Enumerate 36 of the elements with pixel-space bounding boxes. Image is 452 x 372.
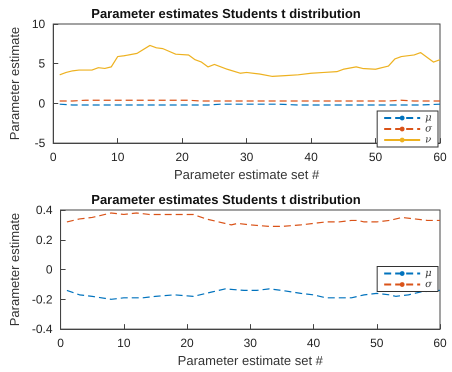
x-tick-label: 40 [306, 336, 321, 350]
y-tick-label: -0.2 [32, 292, 53, 306]
y-tick-label: 5 [38, 56, 46, 71]
chart-title: Parameter estimates Students t distribution [91, 6, 361, 21]
x-tick-label: 10 [111, 150, 125, 164]
x-tick-label: 60 [433, 150, 447, 164]
x-tick-label: 0 [57, 336, 64, 350]
x-tick-label: 20 [180, 336, 194, 350]
x-tick-label: 50 [368, 150, 383, 164]
x-tick-label: 10 [117, 336, 131, 350]
y-tick-label: 0.2 [36, 232, 53, 247]
x-tick-label: 50 [370, 336, 384, 350]
legend-label: ν [425, 134, 432, 146]
line-series [66, 212, 441, 227]
x-tick-label: 30 [240, 150, 254, 164]
y-tick-label: 0 [38, 96, 46, 110]
y-tick-label: 0.4 [36, 203, 53, 217]
legend-label: μ [425, 268, 432, 279]
y-axis-title: Parameter estimate [7, 212, 22, 326]
y-tick-label: 0 [46, 262, 53, 277]
legend-label: μ [425, 112, 432, 124]
x-tick-label: 40 [304, 150, 318, 164]
legend-label: σ [425, 279, 434, 290]
line-series [66, 288, 441, 300]
y-axis-title: Parameter estimate [7, 26, 22, 140]
y-tick-label: 10 [32, 17, 46, 31]
line-series [59, 44, 441, 78]
x-axis-title: Parameter estimate set # [178, 353, 324, 368]
y-tick-label: -0.4 [32, 322, 53, 336]
x-tick-label: 30 [244, 336, 258, 350]
chart-title: Parameter estimates Students t distribution [91, 192, 361, 207]
x-tick-label: 60 [433, 336, 447, 350]
x-tick-label: 20 [175, 150, 190, 164]
legend-label: σ [425, 124, 434, 134]
x-axis-title: Parameter estimate set # [174, 167, 320, 182]
y-tick-label: -5 [34, 136, 46, 150]
